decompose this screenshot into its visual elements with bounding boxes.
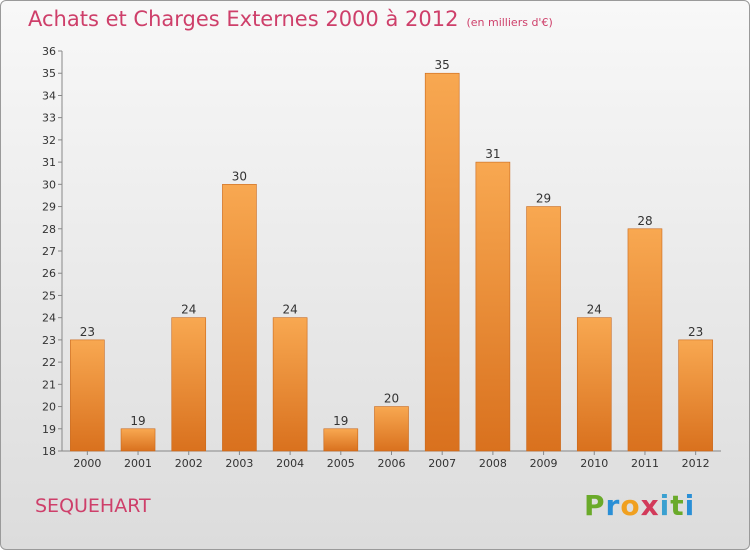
bar	[374, 406, 409, 452]
value-label: 24	[587, 303, 602, 317]
y-tick-label: 36	[42, 45, 56, 58]
chart-title-text: Achats et Charges Externes 2000 à 2012	[28, 7, 459, 31]
logo-letter: o	[620, 489, 641, 522]
y-tick-label: 21	[42, 378, 56, 391]
logo-letter: r	[605, 489, 621, 522]
place-name: SEQUEHART	[35, 495, 151, 517]
x-tick-label: 2005	[327, 457, 355, 470]
y-tick-label: 22	[42, 356, 56, 369]
value-label: 24	[181, 303, 196, 317]
x-tick-label: 2003	[225, 457, 253, 470]
bar	[424, 72, 460, 452]
y-tick-label: 28	[42, 223, 56, 236]
bar	[70, 339, 105, 452]
y-tick-label: 25	[42, 289, 56, 302]
x-tick-label: 2009	[530, 457, 558, 470]
logo-letter: i	[684, 489, 696, 522]
y-tick-label: 31	[42, 156, 56, 169]
value-label: 28	[637, 214, 652, 228]
value-label: 29	[536, 192, 551, 206]
bar	[323, 428, 359, 452]
y-tick-label: 29	[42, 201, 56, 214]
x-tick-label: 2008	[479, 457, 507, 470]
value-label: 19	[333, 414, 348, 428]
bar	[526, 206, 561, 452]
y-tick-label: 19	[42, 423, 56, 436]
bar	[475, 161, 511, 452]
x-axis-labels: 2000 2001 2002 2003 2004 2005 2006 2007 2008 2009…	[73, 451, 710, 470]
logo-letter: i	[659, 489, 671, 522]
y-tick-label: 24	[42, 312, 56, 325]
bar	[222, 184, 257, 452]
logo-letter: x	[640, 489, 660, 522]
y-tick-label: 20	[42, 401, 56, 414]
x-tick-label: 2007	[428, 457, 456, 470]
value-label: 23	[688, 325, 703, 339]
y-tick-label: 34	[42, 89, 56, 102]
bars	[70, 72, 713, 452]
y-tick-label: 30	[42, 178, 56, 191]
value-label: 24	[282, 303, 297, 317]
bar	[272, 317, 308, 452]
value-label: 19	[130, 414, 145, 428]
logo-letter: P	[584, 489, 606, 522]
y-tick-label: 33	[42, 112, 56, 125]
value-label: 23	[80, 325, 95, 339]
chart-subtitle: (en milliers d'€)	[466, 16, 553, 29]
x-tick-label: 2004	[276, 457, 304, 470]
y-tick-label: 32	[42, 134, 56, 147]
value-label: 30	[232, 169, 247, 183]
x-tick-label: 2010	[580, 457, 608, 470]
value-labels: 23 19 24 30 24 19 20 35 31 29 24 28 23	[80, 58, 704, 428]
x-tick-label: 2000	[73, 457, 101, 470]
x-tick-label: 2006	[378, 457, 406, 470]
x-tick-label: 2001	[124, 457, 152, 470]
value-label: 31	[485, 147, 500, 161]
y-tick-label: 35	[42, 67, 56, 80]
x-tick-label: 2011	[631, 457, 659, 470]
y-axis-ticks: 18 19 20 21 22 23 24 25 26 27 28 29 30 31 32 33 34 35 36	[42, 45, 62, 458]
logo-letter: t	[670, 489, 685, 522]
x-tick-label: 2012	[682, 457, 710, 470]
bar	[576, 317, 612, 452]
y-tick-label: 26	[42, 267, 56, 280]
bar	[678, 339, 713, 452]
y-tick-label: 23	[42, 334, 56, 347]
y-tick-label: 27	[42, 245, 56, 258]
bar	[120, 428, 156, 452]
value-label: 20	[384, 392, 399, 406]
chart-title: Achats et Charges Externes 2000 à 2012 (e…	[28, 7, 553, 31]
bar	[627, 228, 663, 452]
proxiti-logo: Proxiti	[584, 489, 695, 522]
x-tick-label: 2002	[175, 457, 203, 470]
value-label: 35	[435, 58, 450, 72]
y-tick-label: 18	[42, 445, 56, 458]
bar	[171, 317, 207, 452]
